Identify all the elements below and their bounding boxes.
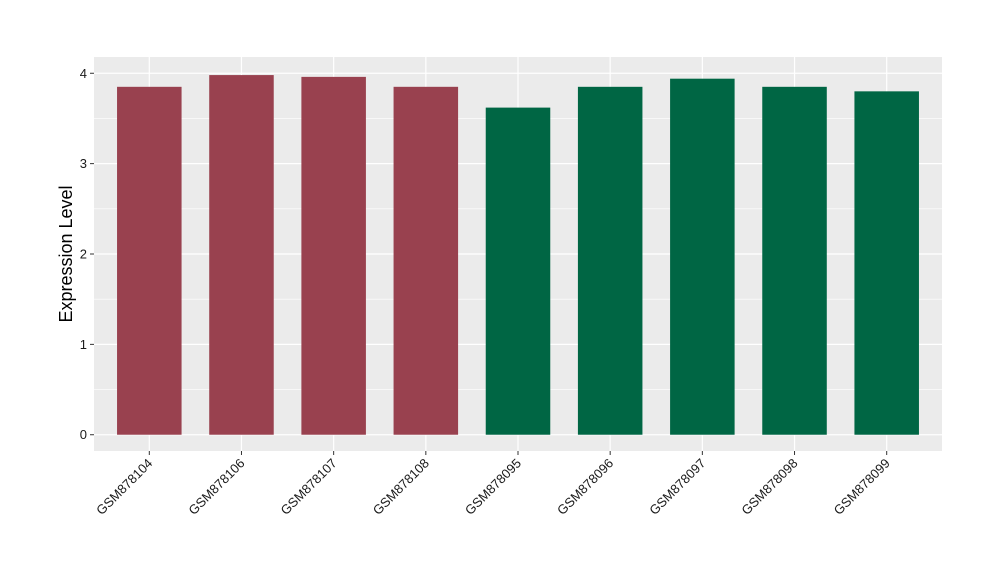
bar (854, 91, 919, 435)
y-tick-label: 1 (80, 337, 87, 352)
x-tick-label: GSM878108 (370, 456, 432, 518)
y-axis-title: Expression Level (56, 185, 76, 322)
bar (117, 86, 182, 435)
bar (485, 107, 551, 435)
x-tick-label: GSM878104 (93, 456, 155, 518)
y-tick-label: 0 (80, 427, 87, 442)
bar (301, 76, 366, 435)
bar (762, 86, 827, 435)
bars (117, 75, 919, 435)
x-tick-label: GSM878099 (831, 456, 893, 518)
bar (577, 86, 643, 435)
x-tick-label: GSM878107 (278, 456, 340, 518)
x-axis: GSM878104 GSM878106 GSM878107 GSM878108 GSM8… (93, 451, 893, 518)
x-tick-label: GSM878098 (738, 456, 800, 518)
x-tick-label: GSM878106 (185, 456, 247, 518)
x-tick-label: GSM878097 (646, 456, 708, 518)
y-tick-label: 3 (80, 156, 87, 171)
y-axis: 0 1 2 3 4 (80, 66, 94, 442)
bar (670, 78, 735, 435)
x-tick-label: GSM878095 (462, 456, 524, 518)
bar (209, 75, 274, 435)
y-tick-label: 4 (80, 66, 87, 81)
y-tick-label: 2 (80, 247, 87, 262)
x-tick-label: GSM878096 (554, 456, 616, 518)
bar (393, 86, 459, 435)
